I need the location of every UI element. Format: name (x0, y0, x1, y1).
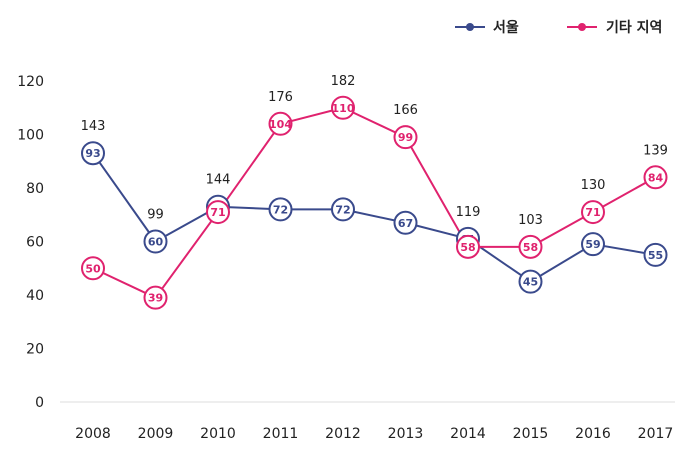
legend-label-seoul: 서울 (493, 19, 519, 36)
point-marker (643, 242, 668, 267)
y-tick-label: 20 (26, 342, 44, 358)
x-tick-label: 2014 (450, 426, 486, 442)
total-label: 130 (581, 178, 606, 193)
point-marker (393, 125, 418, 150)
point-value-label: 93 (85, 147, 100, 160)
point-value-label: 50 (85, 262, 101, 275)
total-label: 144 (206, 173, 231, 188)
legend-dot-seoul (466, 23, 474, 31)
legend-dot-other-regions (578, 23, 586, 31)
point-value-label: 58 (460, 241, 475, 254)
point-other-regions: 39 (143, 285, 168, 310)
x-tick-label: 2009 (138, 426, 174, 442)
x-tick-label: 2010 (200, 426, 236, 442)
x-tick-label: 2016 (575, 426, 611, 442)
series-lines (92, 106, 656, 299)
point-seoul: 45 (518, 269, 543, 294)
point-other-regions: 58 (518, 234, 543, 259)
point-marker (393, 210, 418, 235)
y-tick-label: 40 (26, 288, 44, 304)
point-value-label: 104 (269, 118, 292, 131)
point-seoul: 55 (643, 242, 668, 267)
total-label: 139 (643, 143, 668, 158)
y-tick-label: 60 (26, 235, 44, 251)
point-marker (518, 269, 543, 294)
total-label: 176 (268, 90, 293, 105)
point-value-label: 71 (585, 206, 600, 219)
point-marker (331, 95, 355, 120)
point-marker (268, 197, 293, 222)
point-value-label: 60 (148, 236, 164, 249)
point-value-label: 99 (398, 131, 413, 144)
point-other-regions: 71 (206, 200, 230, 225)
total-label: 99 (147, 208, 164, 223)
x-tick-label: 2011 (263, 426, 299, 442)
point-seoul: 72 (331, 197, 355, 222)
x-axis: 2008 2009 2010 2011 2012 2013 2014 2015 2016 2017 (75, 426, 673, 442)
point-value-label: 72 (273, 203, 288, 216)
point-marker (268, 111, 293, 136)
y-tick-label: 80 (26, 181, 44, 197)
total-label: 182 (331, 74, 356, 89)
series-line-other-regions (92, 106, 656, 299)
y-tick-label: 120 (17, 74, 44, 90)
point-value-label: 58 (523, 241, 538, 254)
point-marker (518, 234, 543, 259)
point-value-label: 72 (335, 203, 350, 216)
point-marker (81, 256, 105, 281)
y-tick-label: 0 (35, 395, 44, 411)
point-marker (581, 200, 605, 225)
series-line-seoul (92, 152, 656, 283)
point-marker (643, 165, 668, 190)
point-other-regions: 110 (331, 95, 355, 120)
point-marker (581, 232, 605, 257)
point-other-regions: 71 (581, 200, 605, 225)
point-value-label: 67 (398, 217, 413, 230)
total-labels: 143 99 144 176 182 166 119 103 130 139 (81, 74, 668, 228)
point-marker (81, 141, 105, 166)
point-seoul: 67 (393, 210, 418, 235)
y-axis: 0 20 40 60 80 100 120 (17, 74, 44, 411)
point-marker (143, 229, 168, 254)
x-tick-label: 2015 (513, 426, 549, 442)
x-tick-label: 2008 (75, 426, 111, 442)
x-tick-label: 2012 (325, 426, 361, 442)
point-seoul: 59 (581, 232, 605, 257)
y-tick-label: 100 (17, 128, 44, 144)
point-marker (143, 285, 168, 310)
point-value-label: 45 (523, 276, 538, 289)
legend-label-other-regions: 기타 지역 (606, 19, 662, 36)
total-label: 143 (81, 119, 106, 134)
legend: 서울 기타 지역 (455, 19, 662, 36)
point-value-label: 39 (148, 292, 163, 305)
point-value-label: 110 (332, 102, 355, 115)
point-seoul: 93 (81, 141, 105, 166)
point-marker (456, 234, 480, 259)
x-tick-label: 2013 (388, 426, 424, 442)
x-tick-label: 2017 (638, 426, 674, 442)
point-value-label: 59 (585, 238, 600, 251)
point-seoul: 72 (268, 197, 293, 222)
point-value-label: 55 (648, 249, 663, 262)
data-points: 9360737272676145595550397110411099585871… (81, 95, 668, 310)
point-value-label: 71 (210, 206, 225, 219)
total-label: 119 (456, 205, 481, 220)
point-value-label: 84 (648, 171, 664, 184)
total-label: 166 (393, 103, 418, 118)
point-other-regions: 58 (456, 234, 480, 259)
point-other-regions: 99 (393, 125, 418, 150)
point-marker (331, 197, 355, 222)
point-other-regions: 50 (81, 256, 105, 281)
point-other-regions: 84 (643, 165, 668, 190)
point-seoul: 60 (143, 229, 168, 254)
point-marker (206, 200, 230, 225)
total-label: 103 (518, 213, 543, 228)
point-other-regions: 104 (268, 111, 293, 136)
